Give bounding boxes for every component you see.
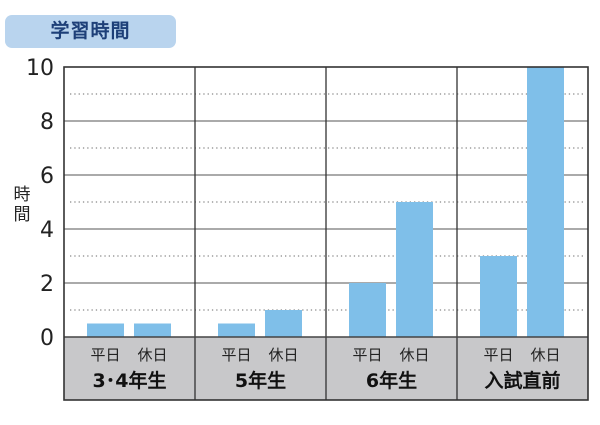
y-tick-label: 8 (40, 110, 54, 135)
category-label: 休日 (268, 346, 298, 364)
bar (349, 283, 386, 337)
y-tick-label: 4 (40, 218, 54, 243)
category-label: 休日 (399, 346, 429, 364)
y-axis-label: 間 (14, 205, 31, 225)
group-label: 6年生 (366, 369, 417, 392)
category-label: 平日 (352, 346, 382, 364)
chart-title: 学習時間 (5, 15, 176, 48)
bar (527, 67, 564, 337)
category-label: 平日 (90, 346, 120, 364)
y-tick-label: 10 (26, 56, 54, 81)
bar (480, 256, 517, 337)
bar (396, 202, 433, 337)
category-label: 平日 (221, 346, 251, 364)
bar (265, 310, 302, 337)
plot-frame (63, 66, 589, 401)
category-label: 平日 (483, 346, 513, 364)
y-tick-label: 2 (40, 272, 54, 297)
bar (134, 323, 171, 337)
group-label: 5年生 (235, 369, 286, 392)
category-label: 休日 (530, 346, 560, 364)
y-tick-label: 0 (40, 326, 54, 351)
group-label: 入試直前 (484, 369, 560, 392)
y-axis-label: 時 (14, 185, 31, 205)
category-label: 休日 (137, 346, 167, 364)
bar (218, 323, 255, 337)
group-label: 3･4年生 (93, 369, 167, 392)
bar (87, 323, 124, 337)
y-tick-label: 6 (40, 164, 54, 189)
